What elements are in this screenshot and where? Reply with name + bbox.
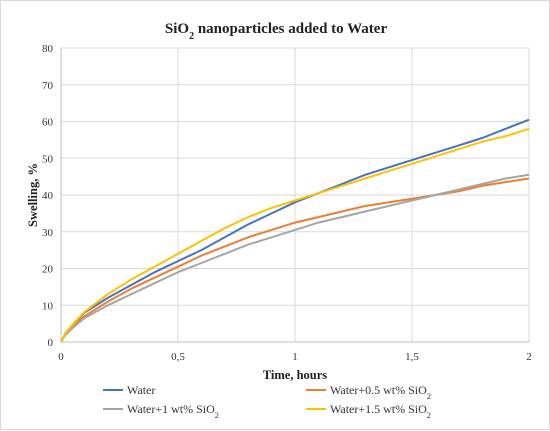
y-tick-label: 50 (42, 153, 54, 165)
series-line (60, 118, 530, 343)
series-layer (60, 118, 530, 343)
x-tick-label: 1 (292, 351, 298, 363)
x-tick-label: 0,5 (171, 351, 185, 363)
y-tick-label: 40 (42, 190, 54, 202)
ticks-layer: 0 10 20 30 40 50 60 70 80 0 0,5 1 1,5 2 (42, 43, 532, 363)
y-tick-label: 70 (42, 80, 54, 92)
legend-label: Water+1.5 wt% SiO2 (330, 402, 431, 420)
legend-label: Water (127, 383, 155, 397)
y-tick-label: 0 (48, 337, 54, 349)
y-tick-label: 60 (42, 117, 54, 129)
y-tick-label: 20 (42, 264, 54, 276)
y-tick-label: 10 (42, 300, 54, 312)
legend: Water Water+0.5 wt% SiO2 Water+1 wt% SiO2 W… (103, 383, 431, 420)
legend-label: Water+0.5 wt% SiO2 (330, 383, 431, 401)
y-tick-label: 80 (42, 43, 54, 55)
legend-label: Water+1 wt% SiO2 (127, 402, 219, 420)
chart-title: SiO2 nanoparticles added to Water (165, 21, 388, 42)
x-axis-label: Time, hours (263, 368, 327, 382)
series-line (60, 173, 530, 343)
x-tick-label: 0 (58, 351, 64, 363)
y-tick-label: 30 (42, 227, 54, 239)
chart-title-main: SiO (165, 21, 189, 37)
grid-layer (61, 47, 530, 342)
chart-title-sub: 2 (189, 31, 194, 42)
y-axis-label: Swelling, % (26, 163, 40, 227)
axis-layer (60, 48, 529, 343)
x-tick-label: 2 (526, 351, 532, 363)
chart-title-rest: nanoparticles added to Water (194, 21, 387, 37)
series-line (60, 127, 530, 343)
x-tick-label: 1,5 (405, 351, 419, 363)
